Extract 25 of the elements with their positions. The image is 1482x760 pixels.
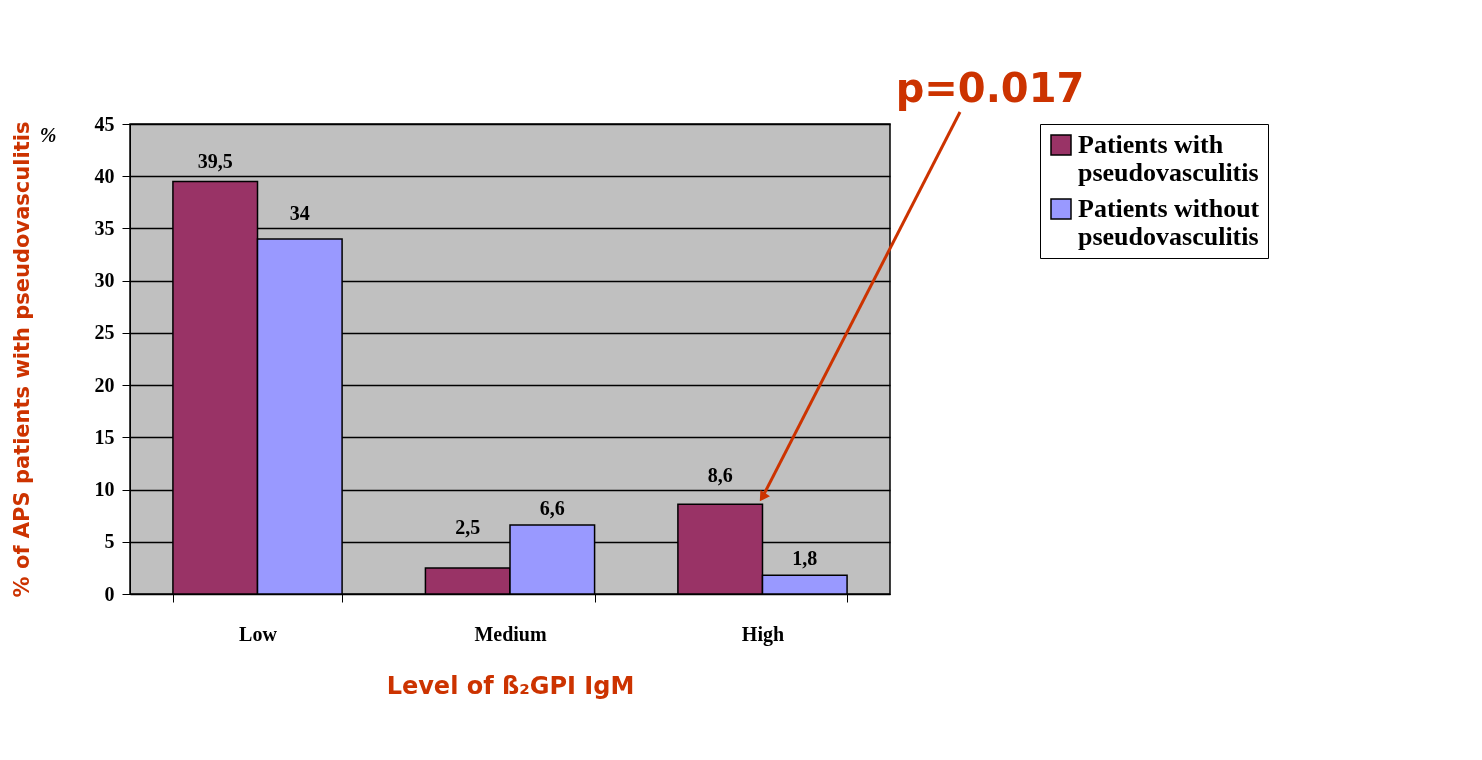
data-label: 2,5 <box>455 515 481 538</box>
x-tick-label: Low <box>239 622 278 645</box>
y-tick-label: 30 <box>94 269 115 292</box>
y-tick-label: 20 <box>94 373 115 396</box>
text: % <box>39 124 57 146</box>
x-tick-label: High <box>741 622 785 646</box>
data-label: 8,6 <box>707 463 733 486</box>
y-axis-title: % of APS patients with pseudovasculitis <box>9 121 34 598</box>
legend-label: Patients without pseudovasculitis <box>1078 194 1260 251</box>
data-label: 34 <box>289 202 310 225</box>
legend-label: Patients with pseudovasculitis <box>1078 130 1259 187</box>
y-tick-label: 40 <box>94 164 115 187</box>
data-label: 39,5 <box>197 150 233 173</box>
data-label: 6,6 <box>539 497 565 520</box>
y-tick-label: 5 <box>104 530 115 553</box>
data-label: 1,8 <box>792 547 818 570</box>
y-tick-label: 35 <box>94 216 115 239</box>
y-tick-label: 25 <box>94 321 115 344</box>
y-tick-label: 10 <box>94 478 115 501</box>
y-tick-label: 45 <box>94 112 115 135</box>
x-tick-label: Medium <box>474 622 547 645</box>
y-tick-label: 0 <box>104 582 115 605</box>
y-tick-label: 15 <box>94 425 115 448</box>
annotation: p=0.017 <box>895 65 1085 111</box>
x-axis-title: Level of ß₂GPI IgM <box>386 671 635 700</box>
